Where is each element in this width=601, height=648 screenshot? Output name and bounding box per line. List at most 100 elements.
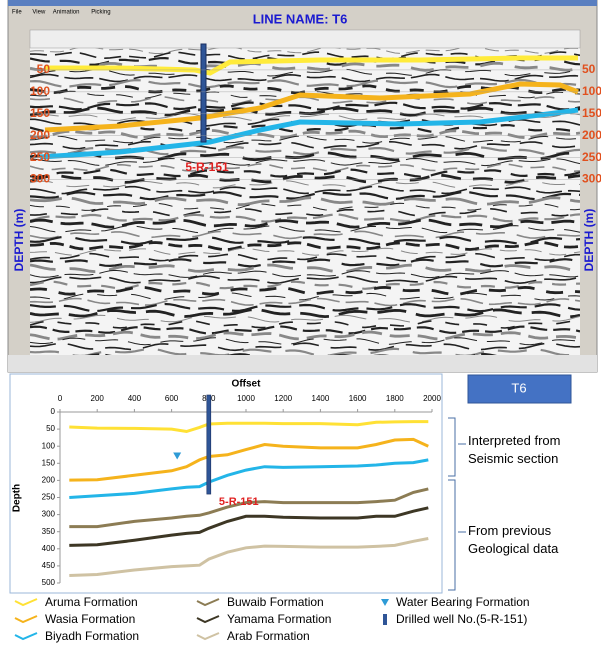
horizon-biyadh	[39, 107, 579, 160]
y-tick-label: 200	[42, 476, 56, 485]
legend-label: Drilled well No.(5-R-151)	[396, 612, 527, 626]
seismic-trace	[30, 173, 580, 184]
horizons	[39, 55, 579, 160]
seismic-trace	[30, 48, 580, 54]
legend-swatch	[381, 599, 389, 606]
seismic-trace	[30, 292, 580, 301]
x-tick-label: 1800	[386, 394, 404, 403]
seismic-trace	[30, 73, 580, 83]
y-tick-label: 500	[42, 578, 56, 587]
depth-label-left: DEPTH (m)	[12, 209, 26, 272]
legend-label: Aruma Formation	[45, 595, 138, 609]
seismic-trace	[30, 78, 580, 89]
x-tick-label: 400	[128, 394, 142, 403]
menu-item[interactable]: Animation	[53, 10, 80, 16]
annotation-top: Interpreted from Seismic section	[468, 433, 561, 466]
y-tick-label: 350	[42, 527, 56, 536]
seismic-trace	[30, 297, 580, 307]
legend-label: Arab Formation	[227, 629, 310, 643]
seismic-trace	[30, 330, 580, 341]
t6-label: T6	[511, 380, 526, 395]
menu-item[interactable]: Picking	[91, 10, 110, 16]
depth-tick-label: 150	[30, 106, 50, 120]
x-tick-label: 0	[58, 394, 63, 403]
seismic-trace	[30, 342, 580, 352]
y-tick-label: 300	[42, 510, 56, 519]
seismic-trace	[30, 308, 580, 319]
legend-swatch	[14, 632, 38, 641]
y-tick-label: 150	[42, 458, 56, 467]
water-marker	[173, 452, 182, 460]
legend-label: Buwaib Formation	[227, 595, 324, 609]
seismic-trace	[30, 128, 580, 140]
y-tick-label: 0	[51, 407, 56, 416]
seismic-trace	[87, 352, 497, 355]
y-tick-label: 400	[42, 544, 56, 553]
series-line	[69, 506, 429, 547]
t6-box	[467, 374, 572, 404]
seismic-well-label: 5-R-151	[185, 160, 229, 174]
x-axis-label: Offset	[232, 379, 262, 390]
seismic-trace	[30, 213, 580, 223]
legend-label: Yamama Formation	[227, 612, 331, 626]
legend-swatch	[196, 598, 220, 607]
seismic-trace	[30, 106, 580, 117]
seismic-trace	[30, 337, 580, 346]
seismic-trace	[30, 113, 580, 122]
annotation-box: Interpreted from Seismic section	[468, 433, 561, 466]
seismic-trace	[30, 275, 580, 285]
seismic-trace	[30, 314, 580, 323]
x-tick-label: 600	[165, 394, 179, 403]
menu-item[interactable]: View	[32, 10, 46, 16]
well-label: 5-R-151	[219, 496, 259, 508]
x-tick-label: 200	[91, 394, 105, 403]
bracket-ticks	[458, 443, 466, 533]
legend-label: Wasia Formation	[45, 612, 135, 626]
seismic-trace	[30, 135, 580, 144]
x-tick-label: 1200	[274, 394, 292, 403]
annotation-bottom: From previous Geological data	[468, 523, 559, 556]
series-line	[69, 487, 429, 529]
depth-tick-label: 50	[37, 62, 51, 76]
well-bar	[206, 394, 212, 495]
menu-item[interactable]: File	[12, 10, 22, 16]
series-line	[69, 420, 429, 434]
depth-tick-label: 100	[582, 84, 601, 98]
depth-tick-label: 150	[582, 106, 601, 120]
y-tick-label: 50	[46, 424, 55, 433]
seismic-trace	[30, 247, 580, 256]
seismic-trace	[30, 240, 580, 252]
annotation-box: From previous Geological data	[468, 523, 559, 556]
line-name: LINE NAME: T6	[253, 11, 348, 26]
seismic-trace	[30, 319, 580, 329]
depth-label-right: DEPTH (m)	[582, 209, 596, 272]
seismic-texture	[30, 48, 580, 355]
legend-swatch	[14, 615, 38, 624]
menu-bar: File View Animation Picking	[12, 10, 111, 16]
seismic-trace	[30, 180, 580, 189]
series-line	[69, 437, 429, 482]
seismic-trace	[30, 280, 580, 290]
seismic-well	[200, 43, 207, 143]
cdp-ruler	[29, 29, 581, 49]
seismic-trace	[30, 230, 580, 240]
x-tick-label: 1000	[237, 394, 255, 403]
seismic-trace	[30, 252, 580, 262]
seismic-trace	[30, 168, 580, 178]
depth-tick-label: 300	[30, 172, 50, 186]
depth-tick-label: 200	[582, 128, 601, 142]
seismic-trace	[30, 258, 580, 268]
seismic-trace	[30, 235, 580, 246]
series-line	[69, 458, 429, 499]
seismic-trace	[30, 302, 580, 313]
series-line	[69, 537, 429, 577]
y-axis-label: Depth	[12, 484, 23, 512]
seismic-trace	[30, 196, 580, 207]
seismic-trace	[30, 61, 580, 72]
y-tick-label: 450	[42, 561, 56, 570]
depth-tick-label: 200	[30, 128, 50, 142]
legend-label: Biyadh Formation	[45, 629, 139, 643]
seismic-trace	[30, 263, 580, 274]
seismic-trace	[30, 163, 580, 173]
title-bar	[8, 0, 597, 6]
